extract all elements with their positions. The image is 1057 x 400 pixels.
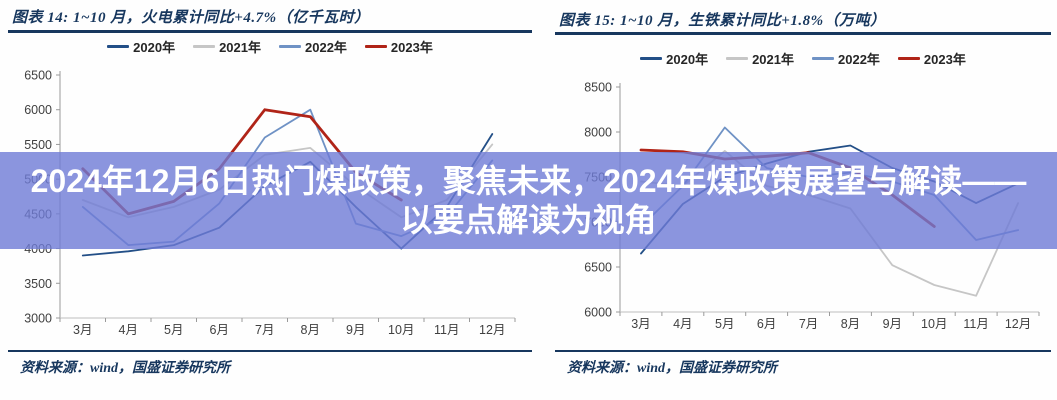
chart-legend: 2020年 2021年 2022年 2023年: [555, 49, 1051, 68]
legend-label: 2022年: [838, 52, 880, 67]
headline-line-2: 以要点解读为视角: [400, 201, 657, 238]
x-axis-label: 9月: [883, 317, 902, 331]
chart-title: 图表 14: 1~10 月，火电累计同比+4.7%（亿千瓦时）: [12, 10, 370, 26]
headline-overlay: 2024年12月6日热门煤政策，聚焦未来，2024年煤政策展望与解读—— 以要点…: [0, 152, 1057, 249]
legend-item-2021年: 2021年: [193, 37, 261, 56]
legend-label: 2020年: [666, 52, 709, 67]
legend-swatch: [364, 44, 387, 49]
x-axis-label: 7月: [255, 323, 274, 337]
y-axis-label: 8000: [584, 126, 612, 140]
legend-item-2022年: 2022年: [279, 37, 347, 56]
y-axis-label: 8500: [584, 81, 612, 95]
legend-item-2020年: 2020年: [640, 49, 708, 68]
x-axis-label: 6月: [757, 317, 776, 331]
x-axis-label: 11月: [434, 323, 459, 337]
legend-label: 2021年: [752, 52, 794, 67]
legend-swatch: [640, 57, 663, 60]
legend-item-2020年: 2020年: [107, 37, 175, 56]
legend-swatch: [193, 45, 216, 48]
chart-legend: 2020年 2021年 2022年 2023年: [8, 37, 532, 56]
legend-item-2023年: 2023年: [364, 37, 433, 56]
headline-line-1: 2024年12月6日热门煤政策，聚焦未来，2024年煤政策展望与解读——: [30, 162, 1027, 199]
x-axis-label: 12月: [1005, 317, 1031, 331]
x-axis-label: 10月: [388, 323, 414, 337]
y-axis-label: 6500: [584, 261, 612, 275]
title-divider: [8, 30, 532, 33]
legend-label: 2020年: [133, 40, 176, 55]
legend-swatch: [812, 57, 834, 60]
x-axis-label: 10月: [921, 317, 947, 331]
x-axis-label: 5月: [715, 317, 734, 331]
legend-label: 2022年: [305, 40, 347, 55]
x-axis-label: 7月: [799, 317, 818, 331]
source-note: 资料来源：wind，国盛证券研究所: [567, 361, 778, 376]
legend-label: 2021年: [219, 40, 261, 55]
y-axis-label: 3000: [24, 312, 52, 326]
title-divider: [555, 32, 1051, 35]
y-axis-label: 5500: [24, 138, 52, 152]
legend-swatch: [897, 56, 920, 61]
y-axis-label: 3500: [24, 277, 52, 291]
x-axis-label: 8月: [301, 323, 320, 337]
chart-title: 图表 15: 1~10 月，生铁累计同比+1.8%（万吨）: [559, 13, 886, 29]
legend-swatch: [107, 45, 130, 48]
bottom-divider: [8, 350, 532, 352]
legend-label: 2023年: [923, 52, 966, 67]
x-axis-label: 6月: [210, 323, 229, 337]
x-axis-label: 5月: [164, 323, 183, 337]
x-axis-label: 8月: [841, 317, 860, 331]
y-axis-label: 6000: [24, 103, 52, 117]
legend-item-2023年: 2023年: [897, 49, 966, 68]
x-axis-label: 12月: [479, 323, 505, 337]
x-axis-label: 9月: [346, 323, 365, 337]
x-axis-label: 3月: [73, 323, 92, 337]
legend-item-2022年: 2022年: [812, 49, 880, 68]
source-note: 资料来源：wind，国盛证券研究所: [20, 361, 231, 376]
y-axis-label: 6500: [24, 69, 52, 83]
legend-label: 2023年: [390, 40, 433, 55]
legend-item-2021年: 2021年: [726, 49, 794, 68]
y-axis-label: 6000: [584, 306, 612, 320]
x-axis-label: 4月: [673, 317, 692, 331]
bottom-divider: [555, 350, 1051, 352]
x-axis-label: 4月: [119, 323, 138, 337]
legend-swatch: [726, 57, 749, 60]
legend-swatch: [279, 45, 301, 48]
x-axis-label: 3月: [631, 317, 650, 331]
x-axis-label: 11月: [963, 317, 988, 331]
